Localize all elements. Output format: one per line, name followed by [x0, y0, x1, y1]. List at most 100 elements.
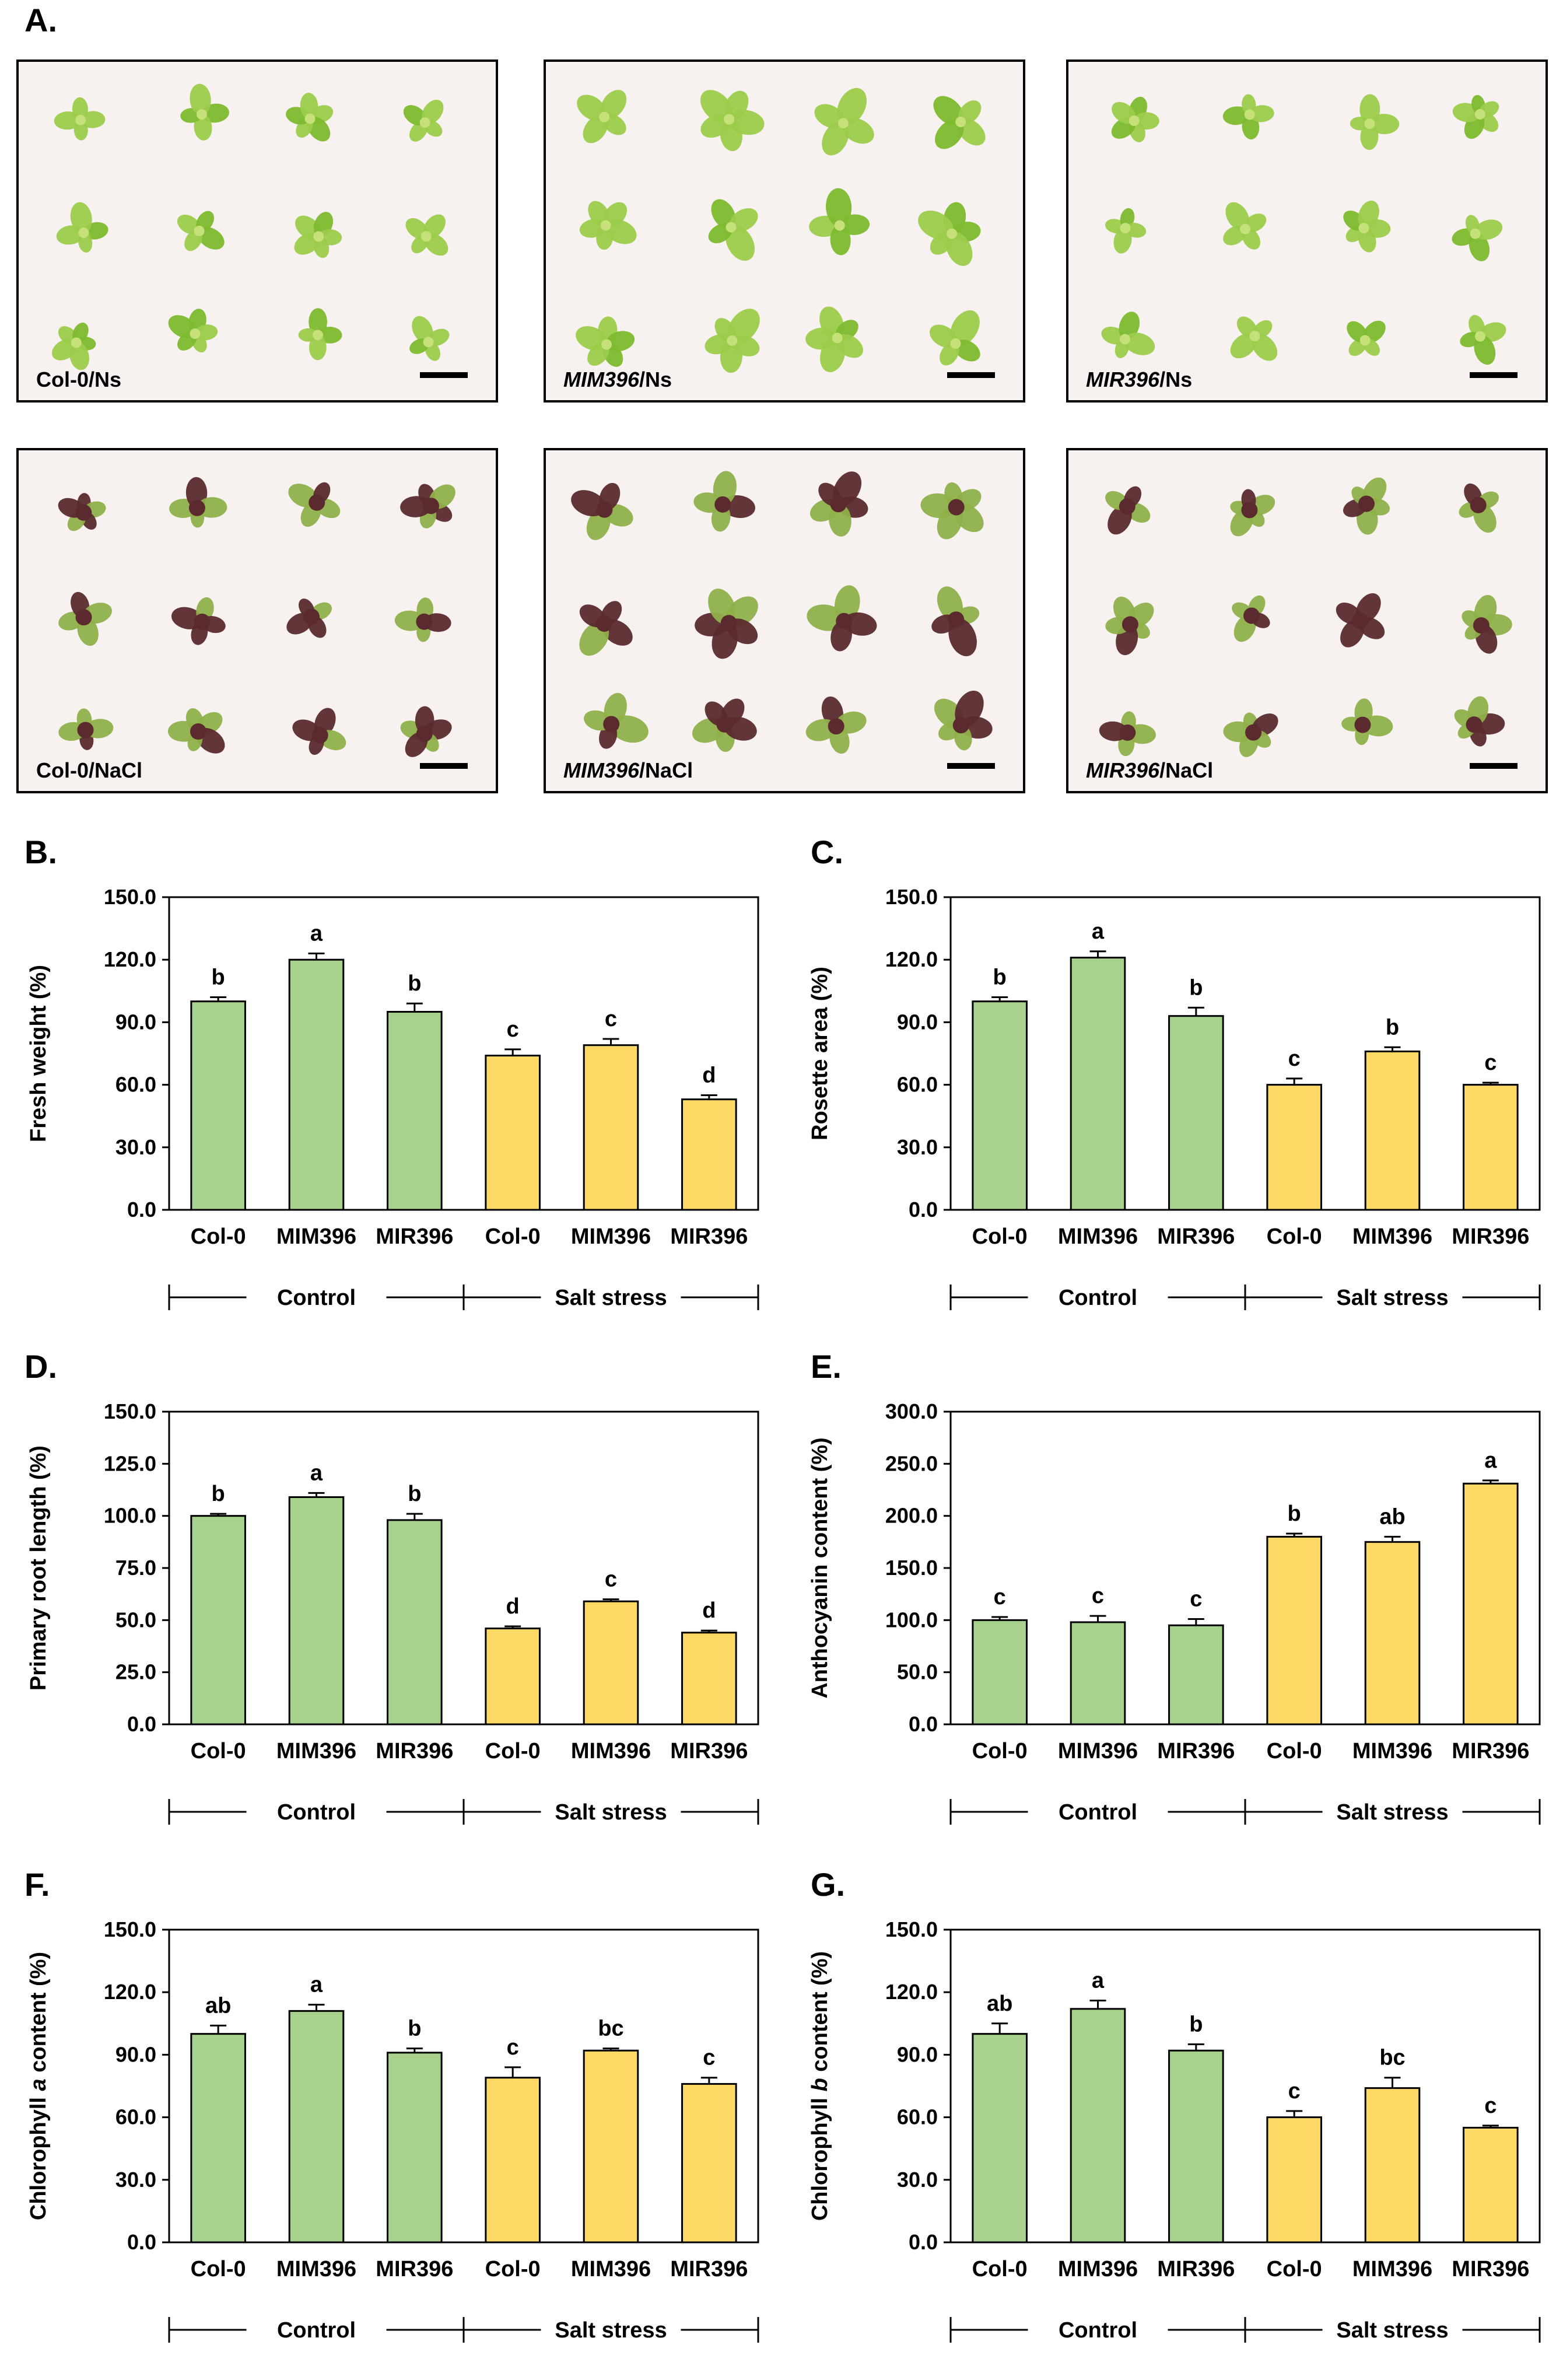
seedlings-image — [1101, 94, 1506, 365]
x-tick-label: MIM396 — [276, 2257, 356, 2281]
group-label: Salt stress — [1336, 2318, 1448, 2343]
photo-label: MIR396/NaCl — [1086, 758, 1214, 782]
significance-letter: c — [1288, 2079, 1301, 2104]
bar — [972, 1000, 1028, 1211]
significance-letter: c — [994, 1585, 1006, 1609]
seedling — [1452, 94, 1499, 139]
significance-letter: b — [212, 1482, 225, 1506]
panel-letter-b: B. — [24, 834, 57, 870]
seedling — [403, 99, 444, 142]
x-tick-label: Col-0 — [485, 1739, 541, 1763]
significance-letter: bc — [1379, 2046, 1405, 2070]
group-label: Salt stress — [555, 1800, 667, 1825]
y-tick-label: 120.0 — [885, 947, 938, 971]
significance-letter: a — [310, 1461, 323, 1485]
significance-letter: c — [507, 1017, 519, 1042]
seedling — [579, 601, 633, 656]
y-tick-label: 90.0 — [115, 1010, 156, 1034]
seedling — [294, 212, 342, 258]
significance-letter: c — [605, 1007, 617, 1031]
chart-chlorophyll-b: 0.0 30.0 60.0 90.0 120.0 150.0 Chlorophyll b c… — [808, 1917, 1541, 2343]
bar — [1070, 1621, 1126, 1726]
significance-letter: b — [993, 965, 1007, 990]
panel-letter-d: D. — [24, 1348, 57, 1385]
bar — [681, 1632, 737, 1726]
seedling — [405, 214, 448, 256]
x-tick-label: MIR396 — [1157, 1739, 1235, 1763]
y-tick-label: 150.0 — [885, 885, 938, 909]
bar — [1463, 2126, 1519, 2244]
plot-frame — [949, 896, 1541, 1211]
bar — [387, 2052, 443, 2244]
bar — [1463, 1084, 1519, 1211]
x-tick-label: MIR396 — [376, 1224, 453, 1249]
seedling — [708, 199, 758, 261]
y-axis-label: Chlorophyll b content (%) — [808, 1951, 832, 2221]
chart-fresh-weight: 0.0 30.0 60.0 90.0 120.0 150.0 Fresh weight (%… — [26, 885, 759, 1310]
significance-letter: b — [1386, 1015, 1399, 1040]
significance-letter: d — [506, 1594, 520, 1619]
significance-letter: ab — [1379, 1504, 1405, 1529]
photo-col0-ns: Col-0/Ns — [16, 60, 498, 402]
chart-rosette-area: 0.0 30.0 60.0 90.0 120.0 150.0 Rosette area (%… — [808, 885, 1541, 1310]
seedling — [167, 708, 225, 754]
chart-anthocyanin-content: 0.0 50.0 100.0 150.0 200.0 250.0 300.0 Anthocya… — [808, 1399, 1541, 1825]
seedling — [918, 202, 981, 266]
x-tick-label: Col-0 — [972, 1739, 1028, 1763]
significance-letter: b — [408, 971, 421, 996]
seedling — [934, 690, 993, 751]
seedling — [1223, 712, 1278, 757]
seedling — [571, 482, 633, 540]
x-tick-label: MIM396 — [276, 1739, 356, 1763]
y-axis-label: Fresh weight (%) — [26, 965, 51, 1142]
bar — [190, 1515, 246, 1726]
seedlings-image — [571, 471, 993, 754]
bar — [1364, 2087, 1421, 2244]
seedling — [931, 586, 980, 656]
photo-mim396-ns: MIM396/Ns — [544, 60, 1025, 402]
bar — [681, 1098, 737, 1211]
significance-letter: d — [702, 1063, 716, 1087]
seedling — [400, 706, 452, 757]
y-tick-label: 120.0 — [104, 1980, 156, 2004]
significance-letter: b — [1189, 975, 1203, 1000]
x-tick-label: MIM396 — [1058, 2257, 1138, 2281]
y-axis-label: Anthocyanin content (%) — [808, 1437, 832, 1699]
seedling — [1232, 595, 1270, 642]
photo-label: MIM396/Ns — [563, 368, 672, 391]
x-tick-label: MIM396 — [571, 1224, 651, 1249]
group-label: Salt stress — [555, 2318, 667, 2343]
seedling — [1460, 314, 1506, 365]
seedling — [56, 202, 108, 253]
x-tick-label: MIR396 — [376, 2257, 453, 2281]
bar — [972, 1619, 1028, 1726]
seedling — [1343, 477, 1390, 535]
bar — [387, 1011, 443, 1211]
y-tick-label: 120.0 — [885, 1980, 938, 2004]
x-tick-label: Col-0 — [485, 2257, 541, 2281]
seedling — [579, 201, 637, 250]
plot-frame — [949, 1410, 1541, 1726]
significance-letter: c — [1484, 1051, 1497, 1075]
x-tick-label: Col-0 — [191, 1739, 246, 1763]
seedling — [1454, 696, 1505, 747]
panel-letter-c: C. — [811, 834, 843, 870]
y-tick-label: 90.0 — [897, 2042, 938, 2066]
y-tick-label: 60.0 — [115, 2105, 156, 2129]
seedling — [1222, 94, 1274, 140]
seedling — [292, 708, 346, 755]
y-tick-label: 150.0 — [885, 1556, 938, 1580]
scale-bar — [420, 372, 468, 378]
seedling — [58, 592, 112, 646]
seedling — [1347, 320, 1386, 356]
x-tick-label: MIM396 — [1352, 1739, 1432, 1763]
panel-letter-f: F. — [24, 1866, 50, 1903]
y-tick-label: 150.0 — [104, 1399, 156, 1423]
seedling — [1343, 200, 1391, 253]
significance-letter: c — [507, 2035, 519, 2060]
bar — [1266, 1535, 1322, 1726]
bar — [681, 2082, 737, 2244]
seedling — [1459, 483, 1499, 533]
seedling — [809, 471, 868, 537]
bar — [288, 1496, 345, 1726]
